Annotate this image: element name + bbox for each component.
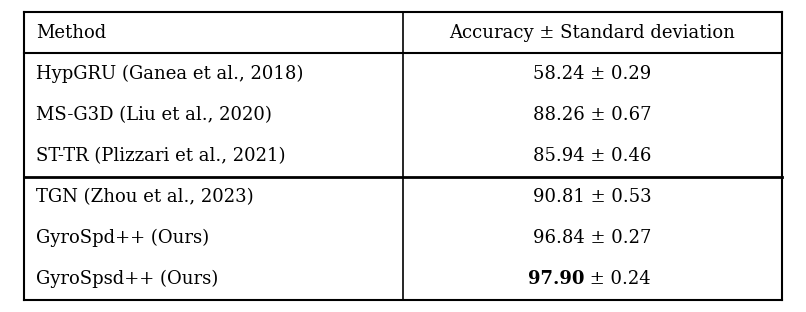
- Text: 97.90: 97.90: [528, 270, 584, 288]
- Text: GyroSpd++ (Ours): GyroSpd++ (Ours): [36, 229, 210, 247]
- Text: 96.84 ± 0.27: 96.84 ± 0.27: [534, 229, 651, 247]
- Text: 85.94 ± 0.46: 85.94 ± 0.46: [534, 147, 651, 165]
- Text: GyroSpsd++ (Ours): GyroSpsd++ (Ours): [36, 270, 218, 288]
- Text: Accuracy ± Standard deviation: Accuracy ± Standard deviation: [450, 24, 735, 42]
- Text: MS-G3D (Liu et al., 2020): MS-G3D (Liu et al., 2020): [36, 106, 272, 124]
- Text: ± 0.24: ± 0.24: [584, 270, 651, 288]
- Text: Method: Method: [36, 24, 106, 42]
- Text: 90.81 ± 0.53: 90.81 ± 0.53: [533, 188, 652, 206]
- Text: 58.24 ± 0.29: 58.24 ± 0.29: [534, 65, 651, 83]
- Text: ST-TR (Plizzari et al., 2021): ST-TR (Plizzari et al., 2021): [36, 147, 286, 165]
- Text: HypGRU (Ganea et al., 2018): HypGRU (Ganea et al., 2018): [36, 65, 304, 83]
- Text: 88.26 ± 0.67: 88.26 ± 0.67: [533, 106, 652, 124]
- Text: TGN (Zhou et al., 2023): TGN (Zhou et al., 2023): [36, 188, 254, 206]
